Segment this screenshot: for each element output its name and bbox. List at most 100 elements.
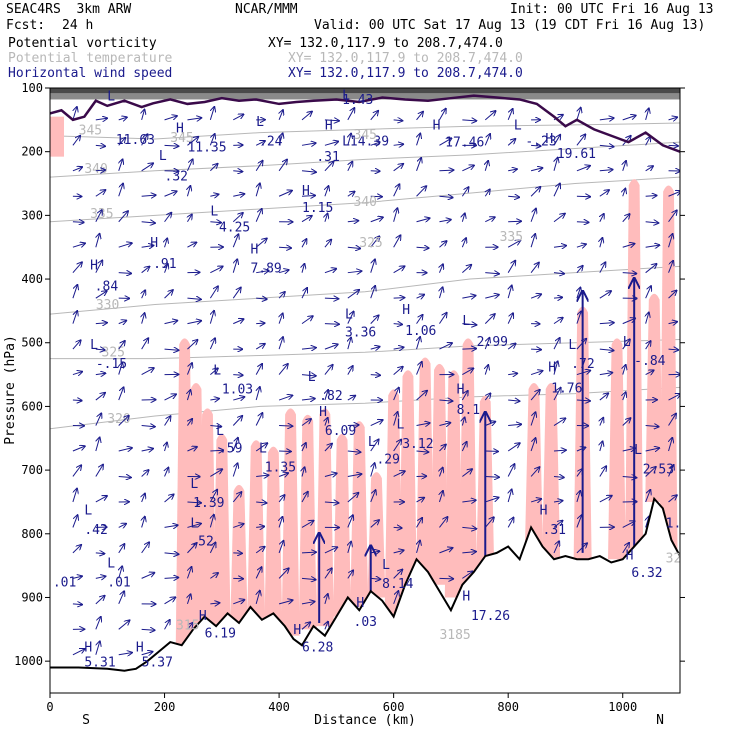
- contour-label: H: [356, 596, 364, 611]
- wind-arrow: [256, 323, 264, 324]
- wind-arrow: [256, 298, 267, 299]
- x-tick-label: 0: [46, 700, 53, 714]
- isentrope-label: 330: [96, 298, 119, 313]
- wind-arrow: [439, 468, 442, 477]
- wind-arrow: [141, 629, 155, 630]
- wind-arrow: [210, 450, 223, 451]
- wind-arrow: [508, 221, 521, 222]
- wind-arrow: [95, 553, 104, 554]
- contour-label: 11.35: [187, 141, 226, 156]
- wind-arrow: [187, 298, 200, 299]
- wind-arrow: [393, 388, 399, 401]
- wind-arrow: [462, 552, 476, 553]
- pv-tower: [212, 433, 231, 636]
- contour-label: 1.5: [666, 516, 689, 531]
- wind-arrow: [325, 390, 328, 401]
- wind-arrow: [118, 341, 125, 350]
- wind-arrow: [530, 412, 535, 426]
- wind-arrow: [462, 571, 472, 579]
- isentrope-label: 345: [79, 124, 102, 139]
- wind-arrow: [370, 259, 375, 273]
- wind-arrow: [646, 517, 649, 528]
- isentrope-320: [50, 386, 680, 430]
- pv-tower: [459, 338, 478, 585]
- wind-arrow: [164, 349, 179, 350]
- contour-label: 1.76: [551, 381, 582, 396]
- wind-arrow: [553, 450, 566, 451]
- wind-arrow: [553, 418, 565, 426]
- wind-arrow: [324, 365, 333, 375]
- wind-arrow: [141, 222, 155, 223]
- wind-arrow: [530, 209, 536, 222]
- wind-arrow: [165, 468, 169, 477]
- wind-arrow: [96, 234, 100, 248]
- wind-arrow: [439, 196, 452, 197]
- wind-arrow: [302, 264, 304, 273]
- wind-arrow: [164, 553, 179, 554]
- wind-arrow: [72, 262, 82, 274]
- contour-label: -.15: [96, 357, 127, 372]
- wind-arrow: [646, 108, 649, 120]
- wind-arrow: [462, 418, 464, 426]
- wind-arrow: [439, 264, 442, 273]
- wind-arrow: [72, 446, 85, 452]
- contour-label: 17.26: [471, 609, 510, 624]
- wind-arrow: [599, 393, 608, 401]
- wind-arrow: [347, 271, 362, 273]
- isentrope-325: [50, 339, 680, 360]
- wind-arrow: [301, 348, 316, 349]
- wind-arrow: [462, 213, 464, 222]
- wind-arrow: [256, 526, 264, 527]
- contour-label: L: [368, 435, 376, 450]
- wind-arrow: [301, 112, 312, 121]
- wind-arrow: [416, 112, 423, 121]
- wind-arrow: [164, 116, 177, 120]
- wind-arrow: [462, 238, 466, 248]
- wind-arrow: [599, 466, 606, 477]
- wind-arrow: [142, 494, 145, 503]
- wind-arrow: [301, 316, 313, 325]
- wind-arrow: [622, 448, 635, 451]
- wind-arrow: [278, 364, 288, 375]
- wind-arrow: [393, 324, 402, 325]
- wind-arrow: [416, 362, 422, 375]
- wind-arrow: [507, 518, 513, 528]
- wind-arrow: [439, 109, 445, 121]
- contour-label: L: [190, 477, 198, 492]
- isentrope-label: 335: [90, 207, 113, 222]
- wind-arrow: [187, 543, 196, 554]
- wind-arrow: [370, 142, 380, 145]
- wind-arrow: [95, 323, 107, 324]
- wind-arrow: [370, 236, 380, 248]
- contour-label: .29: [376, 453, 399, 468]
- contour-label: L: [190, 516, 198, 531]
- wind-arrow: [72, 167, 82, 171]
- wind-arrow: [118, 524, 126, 528]
- wind-arrow: [164, 525, 178, 527]
- init-time: Init: 00 UTC Fri 16 Aug 13: [510, 2, 714, 17]
- wind-arrow: [72, 243, 85, 247]
- wind-arrow: [553, 318, 563, 325]
- wind-arrow: [72, 136, 80, 146]
- wind-arrow: [279, 247, 291, 248]
- wind-arrow: [370, 463, 375, 477]
- pv-tower: [50, 116, 64, 157]
- wind-arrow: [278, 568, 289, 579]
- wind-arrow: [301, 216, 312, 223]
- wind-arrow: [233, 194, 244, 196]
- tropopause-line: [50, 94, 680, 153]
- wind-arrow: [232, 234, 238, 248]
- wind-arrow: [462, 120, 476, 121]
- contour-label: .82: [319, 389, 342, 404]
- wind-arrow: [668, 349, 679, 350]
- wind-arrow: [164, 416, 171, 426]
- wind-arrow: [347, 570, 353, 579]
- wind-arrow: [645, 137, 651, 146]
- contour-label: L: [159, 149, 167, 164]
- wind-arrow: [301, 578, 316, 579]
- wind-arrow: [553, 476, 564, 477]
- wind-arrow: [301, 602, 314, 604]
- contour-label: .72: [571, 357, 594, 372]
- wind-arrow: [462, 324, 476, 325]
